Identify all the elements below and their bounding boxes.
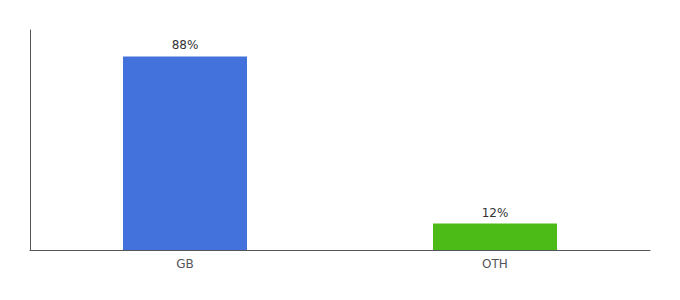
svg-text:OTH: OTH	[482, 257, 508, 271]
svg-text:GB: GB	[176, 257, 194, 271]
svg-text:88%: 88%	[172, 38, 199, 52]
svg-text:12%: 12%	[482, 206, 509, 220]
